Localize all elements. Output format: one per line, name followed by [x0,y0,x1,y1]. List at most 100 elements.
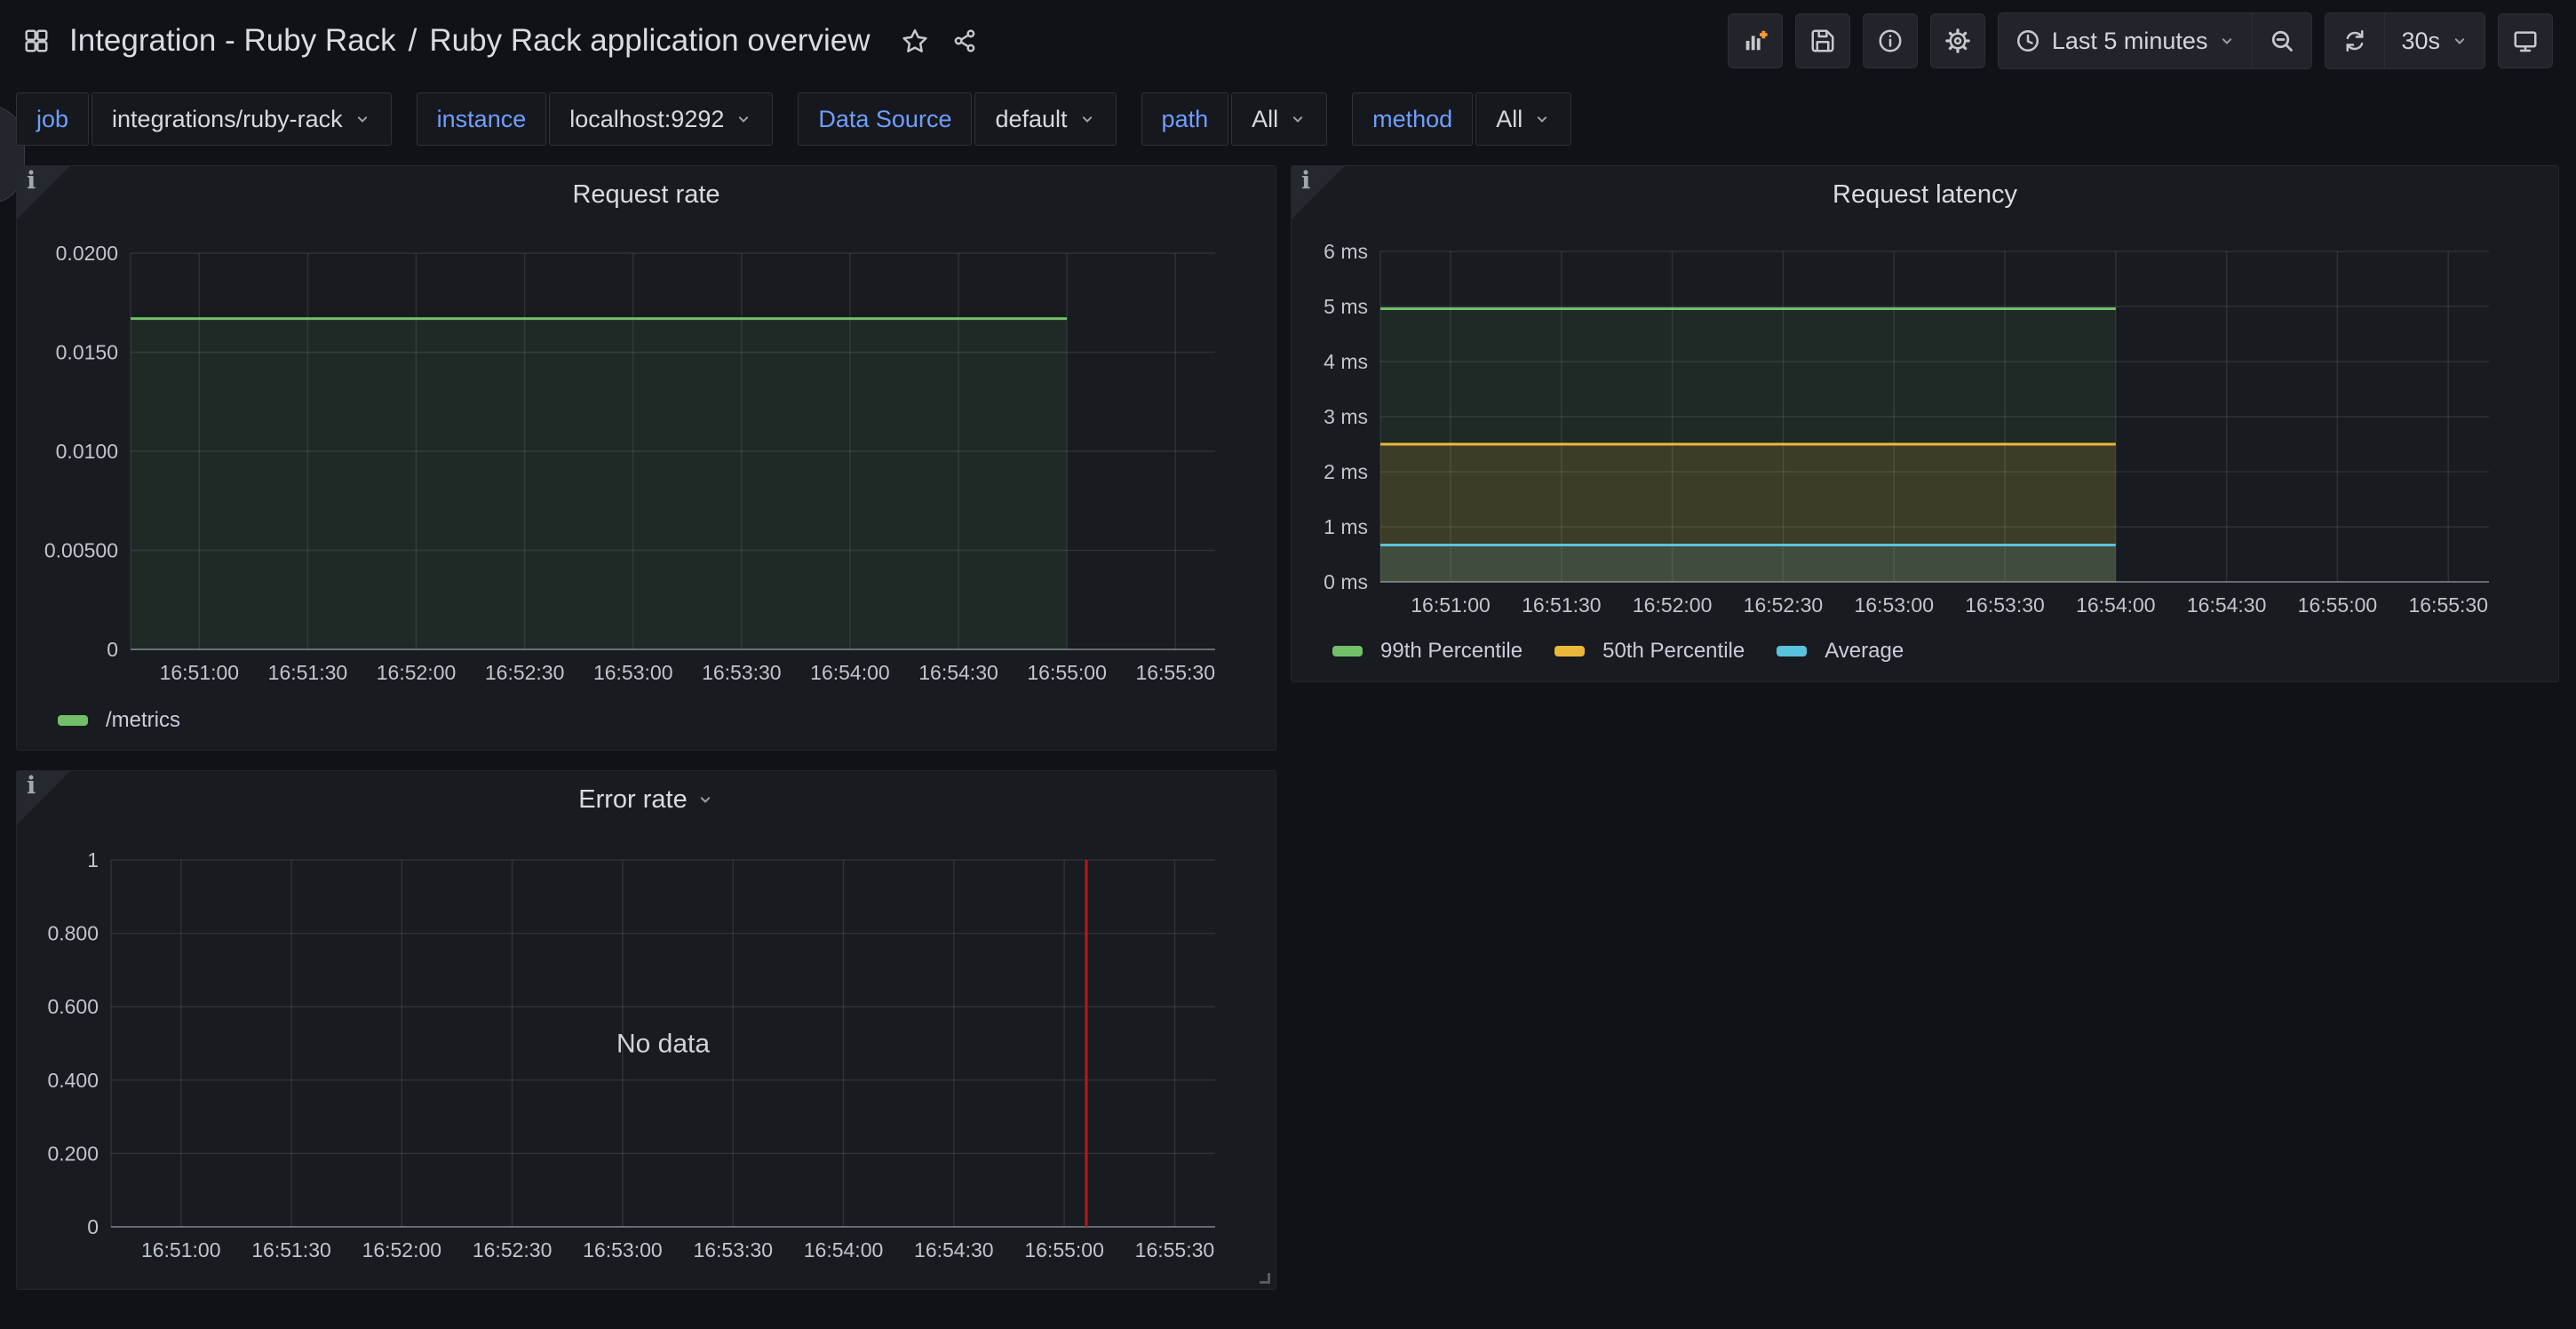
info-corner-icon: i [27,167,36,195]
svg-text:16:52:00: 16:52:00 [1633,593,1713,617]
gear-icon [1944,28,1971,54]
legend-item[interactable]: /metrics [58,708,180,733]
error-rate-chart[interactable]: 16:51:0016:51:3016:52:0016:52:3016:53:00… [24,821,1268,1271]
panel-title[interactable]: Request latency [1833,180,2017,210]
request-latency-legend: 99th Percentile 50th Percentile Average [1332,639,2551,664]
variable-datasource-value-text: default [995,106,1067,133]
svg-text:16:53:00: 16:53:00 [1854,593,1934,617]
legend-swatch [1332,646,1363,657]
panel-resize-handle[interactable] [1260,1273,1270,1284]
breadcrumb: Integration - Ruby Rack / Ruby Rack appl… [69,23,870,59]
svg-text:16:53:30: 16:53:30 [702,661,782,684]
variable-path-label: path [1162,106,1209,133]
kiosk-mode-button[interactable] [2498,13,2553,68]
chevron-down-icon [354,110,371,128]
save-icon [1809,28,1836,54]
star-icon[interactable] [902,28,928,54]
svg-text:16:53:00: 16:53:00 [583,1238,663,1261]
save-dashboard-button[interactable] [1795,13,1850,68]
panel-request-latency: i Request latency 16:51:0016:51:3016:52:… [1291,165,2559,682]
monitor-icon [2512,28,2539,54]
chevron-down-icon [735,110,752,128]
svg-text:16:52:30: 16:52:30 [1744,593,1824,617]
svg-text:0.0150: 0.0150 [56,341,118,364]
svg-text:16:54:00: 16:54:00 [810,661,890,684]
page-title: Ruby Rack application overview [429,23,870,59]
zoom-out-time-button[interactable] [2252,13,2311,68]
info-corner-icon: i [27,772,36,800]
panel-title[interactable]: Request rate [572,180,720,210]
svg-text:16:52:00: 16:52:00 [377,661,457,684]
svg-text:16:52:30: 16:52:30 [473,1238,553,1261]
time-range-picker[interactable]: Last 5 minutes [1999,13,2253,68]
dashboard-settings-button[interactable] [1930,13,1985,68]
clock-icon [2015,28,2041,54]
variable-method-value-text: All [1496,106,1523,133]
bar-chart-plus-icon [1742,28,1769,54]
panel-info-corner[interactable] [17,166,70,219]
chevron-down-icon [1533,110,1551,128]
legend-label: Average [1825,639,1904,664]
share-icon[interactable] [951,28,978,54]
svg-text:16:55:00: 16:55:00 [1024,1238,1104,1261]
panel-info-corner[interactable] [1292,166,1345,219]
svg-text:0.0200: 0.0200 [56,242,118,265]
request-rate-chart[interactable]: 16:51:0016:51:3016:52:0016:52:3016:53:00… [24,216,1268,703]
svg-text:No data: No data [616,1030,710,1059]
svg-text:0.0100: 0.0100 [56,440,118,463]
variable-instance-label: instance [437,106,527,133]
variable-instance: instance localhost:9292 [417,92,774,146]
refresh-interval-label: 30s [2401,28,2440,55]
request-latency-chart[interactable]: 16:51:0016:51:3016:52:0016:52:3016:53:00… [1299,216,2551,633]
legend-item[interactable]: 99th Percentile [1332,639,1523,664]
svg-text:16:55:00: 16:55:00 [1027,661,1107,684]
legend-swatch [1777,646,1807,657]
svg-text:3 ms: 3 ms [1324,405,1368,428]
chevron-down-icon [2451,32,2469,50]
sync-icon [2341,28,2368,54]
variable-job-value-text: integrations/ruby-rack [112,106,343,133]
chevron-down-icon [2218,32,2236,50]
svg-text:0.200: 0.200 [47,1142,99,1165]
variable-datasource-label: Data Source [818,106,951,133]
svg-text:16:54:00: 16:54:00 [2076,593,2156,617]
svg-text:6 ms: 6 ms [1324,240,1368,263]
dashboard-variables: job integrations/ruby-rack instance loca… [16,92,1571,146]
svg-text:16:52:30: 16:52:30 [485,661,565,684]
svg-text:1: 1 [87,848,99,871]
variable-path-value[interactable]: All [1231,92,1327,146]
refresh-interval-dropdown[interactable]: 30s [2384,13,2485,68]
svg-text:5 ms: 5 ms [1324,295,1368,318]
svg-text:0.00500: 0.00500 [44,539,118,562]
variable-job-label: job [36,106,68,133]
panel-menu-chevron-down-icon[interactable] [696,791,714,808]
apps-icon [23,28,50,54]
variable-method-value[interactable]: All [1475,92,1571,146]
panel-title[interactable]: Error rate [578,785,687,815]
variable-instance-value[interactable]: localhost:9292 [549,92,773,146]
time-range-label: Last 5 minutes [2052,28,2208,55]
panel-error-rate: i Error rate 16:51:0016:51:3016:52:0016:… [16,770,1276,1290]
chevron-down-icon [1078,110,1096,128]
svg-text:2 ms: 2 ms [1324,460,1368,483]
svg-text:16:54:00: 16:54:00 [804,1238,884,1261]
variable-datasource-value[interactable]: default [974,92,1116,146]
legend-item[interactable]: Average [1777,639,1904,664]
legend-label: /metrics [106,708,180,733]
panel-info-corner[interactable] [17,771,70,824]
refresh-button[interactable] [2326,13,2384,68]
svg-text:0: 0 [87,1215,99,1238]
svg-text:16:53:00: 16:53:00 [593,661,673,684]
legend-item[interactable]: 50th Percentile [1554,639,1745,664]
legend-label: 99th Percentile [1380,639,1523,664]
dashboard-insights-button[interactable] [1863,13,1918,68]
add-panel-button[interactable] [1728,13,1783,68]
svg-text:16:54:30: 16:54:30 [2187,593,2267,617]
request-rate-legend: /metrics [58,708,1268,733]
info-corner-icon: i [1301,167,1310,195]
variable-job-value[interactable]: integrations/ruby-rack [91,92,392,146]
breadcrumb-folder[interactable]: Integration - Ruby Rack [69,23,396,59]
legend-swatch [1554,646,1585,657]
svg-text:16:51:30: 16:51:30 [1522,593,1602,617]
svg-text:0: 0 [107,638,118,661]
